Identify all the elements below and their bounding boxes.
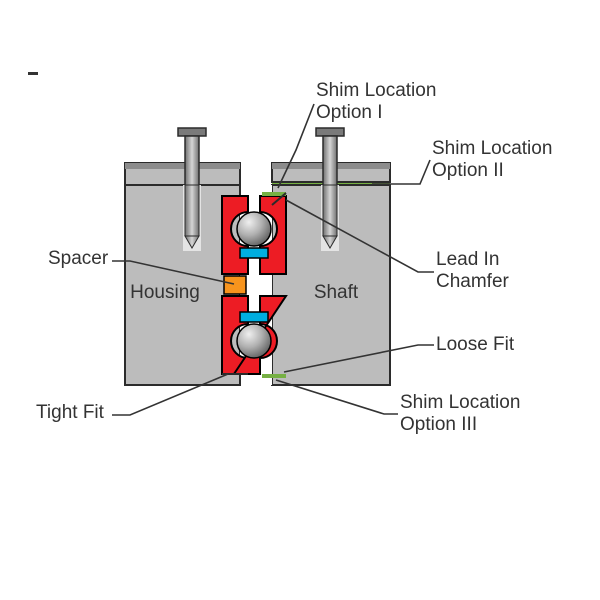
spacer-block	[224, 276, 246, 294]
annot-text: Shim Location	[316, 80, 436, 101]
annot-spacer: Spacer	[48, 248, 108, 270]
retainer-bot	[240, 312, 268, 322]
shim-option-3	[262, 374, 286, 378]
annot-lead-in: Lead In Chamfer	[436, 249, 509, 293]
retainer-top	[240, 248, 268, 258]
annot-text: Option I	[316, 102, 383, 123]
annot-text: Loose Fit	[436, 334, 514, 355]
annot-shim-opt2: Shim Location Option II	[432, 138, 552, 182]
annot-text: Tight Fit	[36, 402, 104, 423]
ball-bot	[237, 324, 271, 358]
annot-text: Chamfer	[436, 271, 509, 292]
annot-text: Lead In	[436, 249, 499, 270]
annot-loose-fit: Loose Fit	[436, 334, 514, 356]
annot-text: Option II	[432, 160, 504, 181]
annot-text: Spacer	[48, 248, 108, 269]
annot-text: Shim Location	[432, 138, 552, 159]
annot-tight-fit: Tight Fit	[36, 402, 104, 424]
assembly	[125, 128, 390, 385]
annot-shim-opt1: Shim Location Option I	[316, 80, 436, 124]
annot-shim-opt3: Shim Location Option III	[400, 392, 520, 436]
bearing-diagram: Housing Shaft	[0, 0, 600, 600]
annot-text: Option III	[400, 414, 477, 435]
ball-top	[237, 212, 271, 246]
annot-text: Shim Location	[400, 392, 520, 413]
housing-label: Housing	[130, 282, 200, 303]
shaft-label: Shaft	[314, 282, 359, 303]
